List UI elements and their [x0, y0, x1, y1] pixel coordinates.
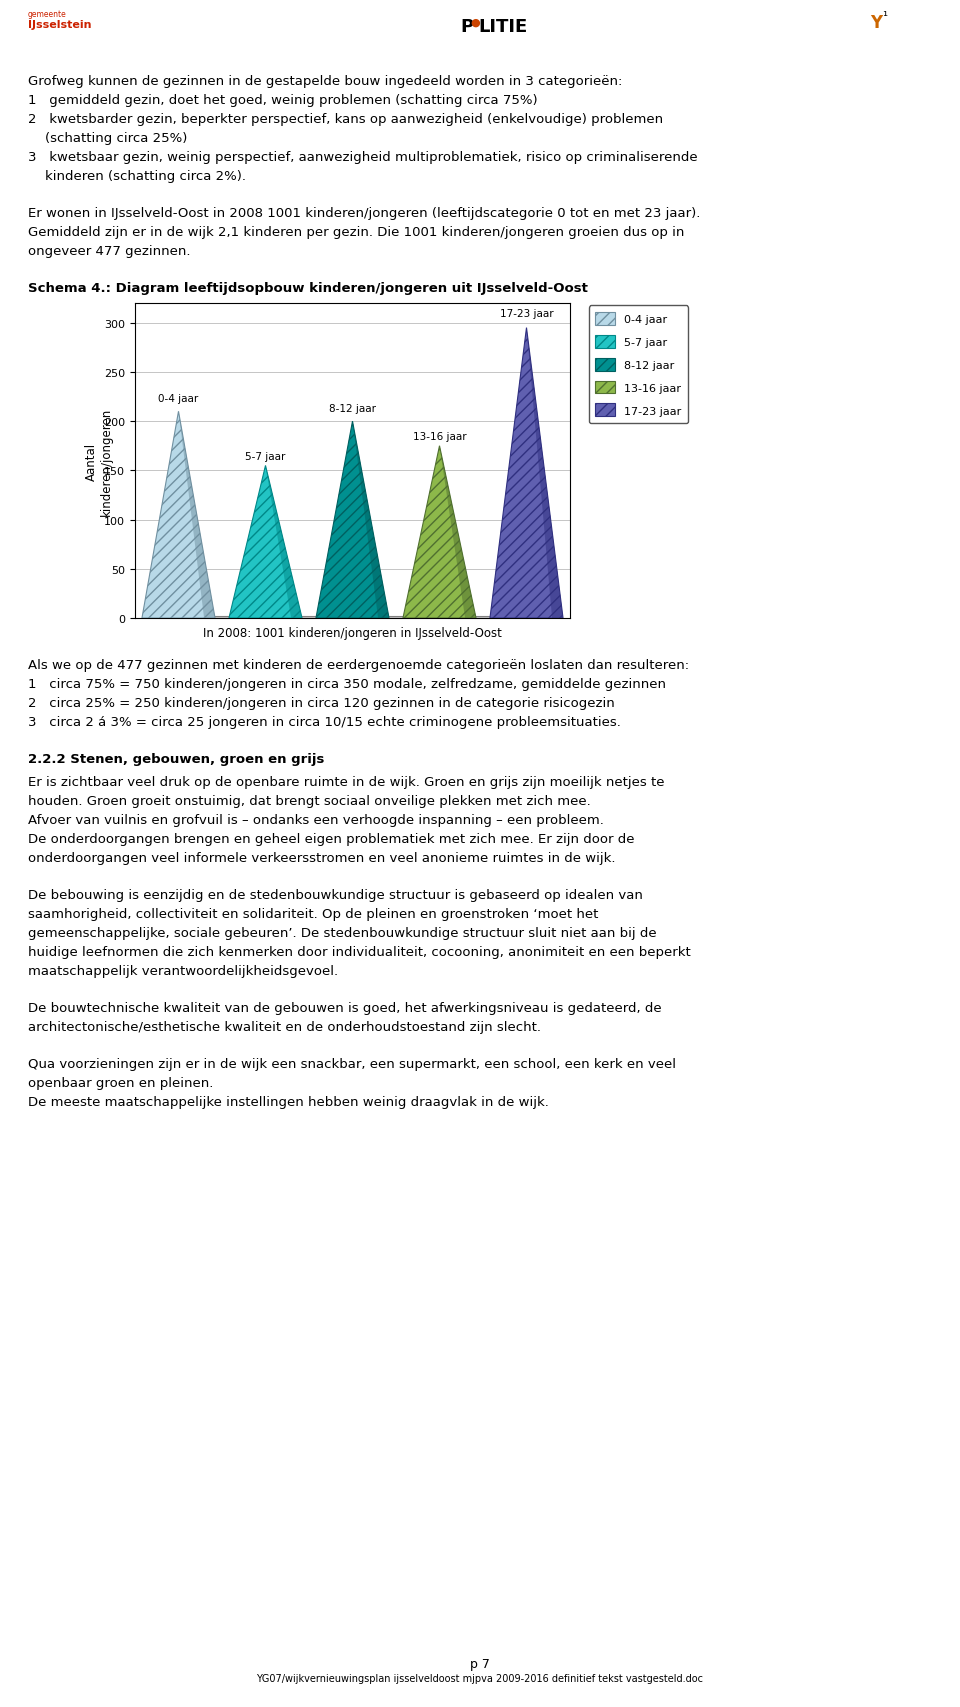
Polygon shape — [266, 466, 302, 618]
Polygon shape — [179, 411, 215, 618]
Bar — [153, 616, 553, 625]
Text: Gemiddeld zijn er in de wijk 2,1 kinderen per gezin. Die 1001 kinderen/jongeren : Gemiddeld zijn er in de wijk 2,1 kindere… — [28, 225, 684, 239]
Text: Als we op de 477 gezinnen met kinderen de eerdergenoemde categorieën loslaten da: Als we op de 477 gezinnen met kinderen d… — [28, 659, 689, 671]
Text: Qua voorzieningen zijn er in de wijk een snackbar, een supermarkt, een school, e: Qua voorzieningen zijn er in de wijk een… — [28, 1057, 676, 1070]
Polygon shape — [440, 447, 476, 618]
Text: De bebouwing is eenzijdig en de stedenbouwkundige structuur is gebaseerd op idea: De bebouwing is eenzijdig en de stedenbo… — [28, 888, 643, 901]
Polygon shape — [142, 411, 215, 618]
Polygon shape — [352, 422, 389, 618]
Text: 1   circa 75% = 750 kinderen/jongeren in circa 350 modale, zelfredzame, gemiddel: 1 circa 75% = 750 kinderen/jongeren in c… — [28, 678, 666, 691]
Text: Afvoer van vuilnis en grofvuil is – ondanks een verhoogde inspanning – een probl: Afvoer van vuilnis en grofvuil is – onda… — [28, 814, 604, 826]
Text: 0-4 jaar: 0-4 jaar — [158, 394, 199, 405]
Text: (schatting circa 25%): (schatting circa 25%) — [28, 131, 187, 145]
Text: 17-23 jaar: 17-23 jaar — [500, 309, 553, 319]
Text: onderdoorgangen veel informele verkeersstromen en veel anonieme ruimtes in de wi: onderdoorgangen veel informele verkeerss… — [28, 852, 615, 864]
Polygon shape — [316, 422, 389, 618]
Text: 3   kwetsbaar gezin, weinig perspectief, aanwezigheid multiproblematiek, risico : 3 kwetsbaar gezin, weinig perspectief, a… — [28, 150, 698, 164]
Text: IJsselstein: IJsselstein — [28, 20, 91, 31]
Text: architectonische/esthetische kwaliteit en de onderhoudstoestand zijn slecht.: architectonische/esthetische kwaliteit e… — [28, 1021, 541, 1033]
Text: ¹: ¹ — [882, 10, 887, 22]
Text: 13-16 jaar: 13-16 jaar — [413, 432, 467, 442]
Text: maatschappelijk verantwoordelijkheidsgevoel.: maatschappelijk verantwoordelijkheidsgev… — [28, 964, 338, 978]
Text: saamhorigheid, collectiviteit en solidariteit. Op de pleinen en groenstroken ‘mo: saamhorigheid, collectiviteit en solidar… — [28, 908, 598, 920]
Text: De meeste maatschappelijke instellingen hebben weinig draagvlak in de wijk.: De meeste maatschappelijke instellingen … — [28, 1096, 549, 1108]
Text: Er is zichtbaar veel druk op de openbare ruimte in de wijk. Groen en grijs zijn : Er is zichtbaar veel druk op de openbare… — [28, 775, 664, 789]
Text: 2   kwetsbarder gezin, beperkter perspectief, kans op aanwezigheid (enkelvoudige: 2 kwetsbarder gezin, beperkter perspecti… — [28, 113, 663, 126]
Text: LITIE: LITIE — [478, 19, 527, 36]
Text: gemeenschappelijke, sociale gebeuren’. De stedenbouwkundige structuur sluit niet: gemeenschappelijke, sociale gebeuren’. D… — [28, 927, 657, 939]
Text: De onderdoorgangen brengen en geheel eigen problematiek met zich mee. Er zijn do: De onderdoorgangen brengen en geheel eig… — [28, 833, 635, 845]
Polygon shape — [229, 466, 302, 618]
Text: P: P — [460, 19, 473, 36]
Y-axis label: Aantal
kinderen/jongeren: Aantal kinderen/jongeren — [84, 408, 112, 516]
Polygon shape — [403, 447, 476, 618]
Text: 8-12 jaar: 8-12 jaar — [329, 405, 376, 415]
Text: ongeveer 477 gezinnen.: ongeveer 477 gezinnen. — [28, 244, 190, 258]
Text: 1   gemiddeld gezin, doet het goed, weinig problemen (schatting circa 75%): 1 gemiddeld gezin, doet het goed, weinig… — [28, 94, 538, 108]
Text: kinderen (schatting circa 2%).: kinderen (schatting circa 2%). — [28, 171, 246, 183]
Text: ●: ● — [470, 19, 480, 27]
Text: YG07/wijkvernieuwingsplan ijsselveldoost mjpva 2009-2016 definitief tekst vastge: YG07/wijkvernieuwingsplan ijsselveldoost… — [256, 1673, 704, 1683]
Text: gemeente: gemeente — [28, 10, 67, 19]
Text: Schema 4.: Diagram leeftijdsopbouw kinderen/jongeren uit IJsselveld-Oost: Schema 4.: Diagram leeftijdsopbouw kinde… — [28, 282, 588, 295]
Text: 3   circa 2 á 3% = circa 25 jongeren in circa 10/15 echte criminogene probleemsi: 3 circa 2 á 3% = circa 25 jongeren in ci… — [28, 715, 621, 729]
Text: 5-7 jaar: 5-7 jaar — [246, 451, 286, 461]
Text: huidige leefnormen die zich kenmerken door individualiteit, cocooning, anonimite: huidige leefnormen die zich kenmerken do… — [28, 946, 691, 958]
Text: Y: Y — [870, 14, 882, 32]
Text: Er wonen in IJsselveld-Oost in 2008 1001 kinderen/jongeren (leeftijdscategorie 0: Er wonen in IJsselveld-Oost in 2008 1001… — [28, 207, 701, 220]
X-axis label: In 2008: 1001 kinderen/jongeren in IJsselveld-Oost: In 2008: 1001 kinderen/jongeren in IJsse… — [204, 626, 502, 640]
Legend: 0-4 jaar, 5-7 jaar, 8-12 jaar, 13-16 jaar, 17-23 jaar: 0-4 jaar, 5-7 jaar, 8-12 jaar, 13-16 jaa… — [588, 306, 688, 423]
Polygon shape — [526, 328, 563, 618]
Text: 2.2.2 Stenen, gebouwen, groen en grijs: 2.2.2 Stenen, gebouwen, groen en grijs — [28, 753, 324, 765]
Polygon shape — [490, 328, 563, 618]
Text: p 7: p 7 — [470, 1657, 490, 1669]
Text: 2   circa 25% = 250 kinderen/jongeren in circa 120 gezinnen in de categorie risi: 2 circa 25% = 250 kinderen/jongeren in c… — [28, 696, 614, 710]
Text: houden. Groen groeit onstuimig, dat brengt sociaal onveilige plekken met zich me: houden. Groen groeit onstuimig, dat bren… — [28, 794, 590, 807]
Text: De bouwtechnische kwaliteit van de gebouwen is goed, het afwerkingsniveau is ged: De bouwtechnische kwaliteit van de gebou… — [28, 1002, 661, 1014]
Text: openbaar groen en pleinen.: openbaar groen en pleinen. — [28, 1077, 213, 1089]
Text: Grofweg kunnen de gezinnen in de gestapelde bouw ingedeeld worden in 3 categorie: Grofweg kunnen de gezinnen in de gestape… — [28, 75, 622, 89]
